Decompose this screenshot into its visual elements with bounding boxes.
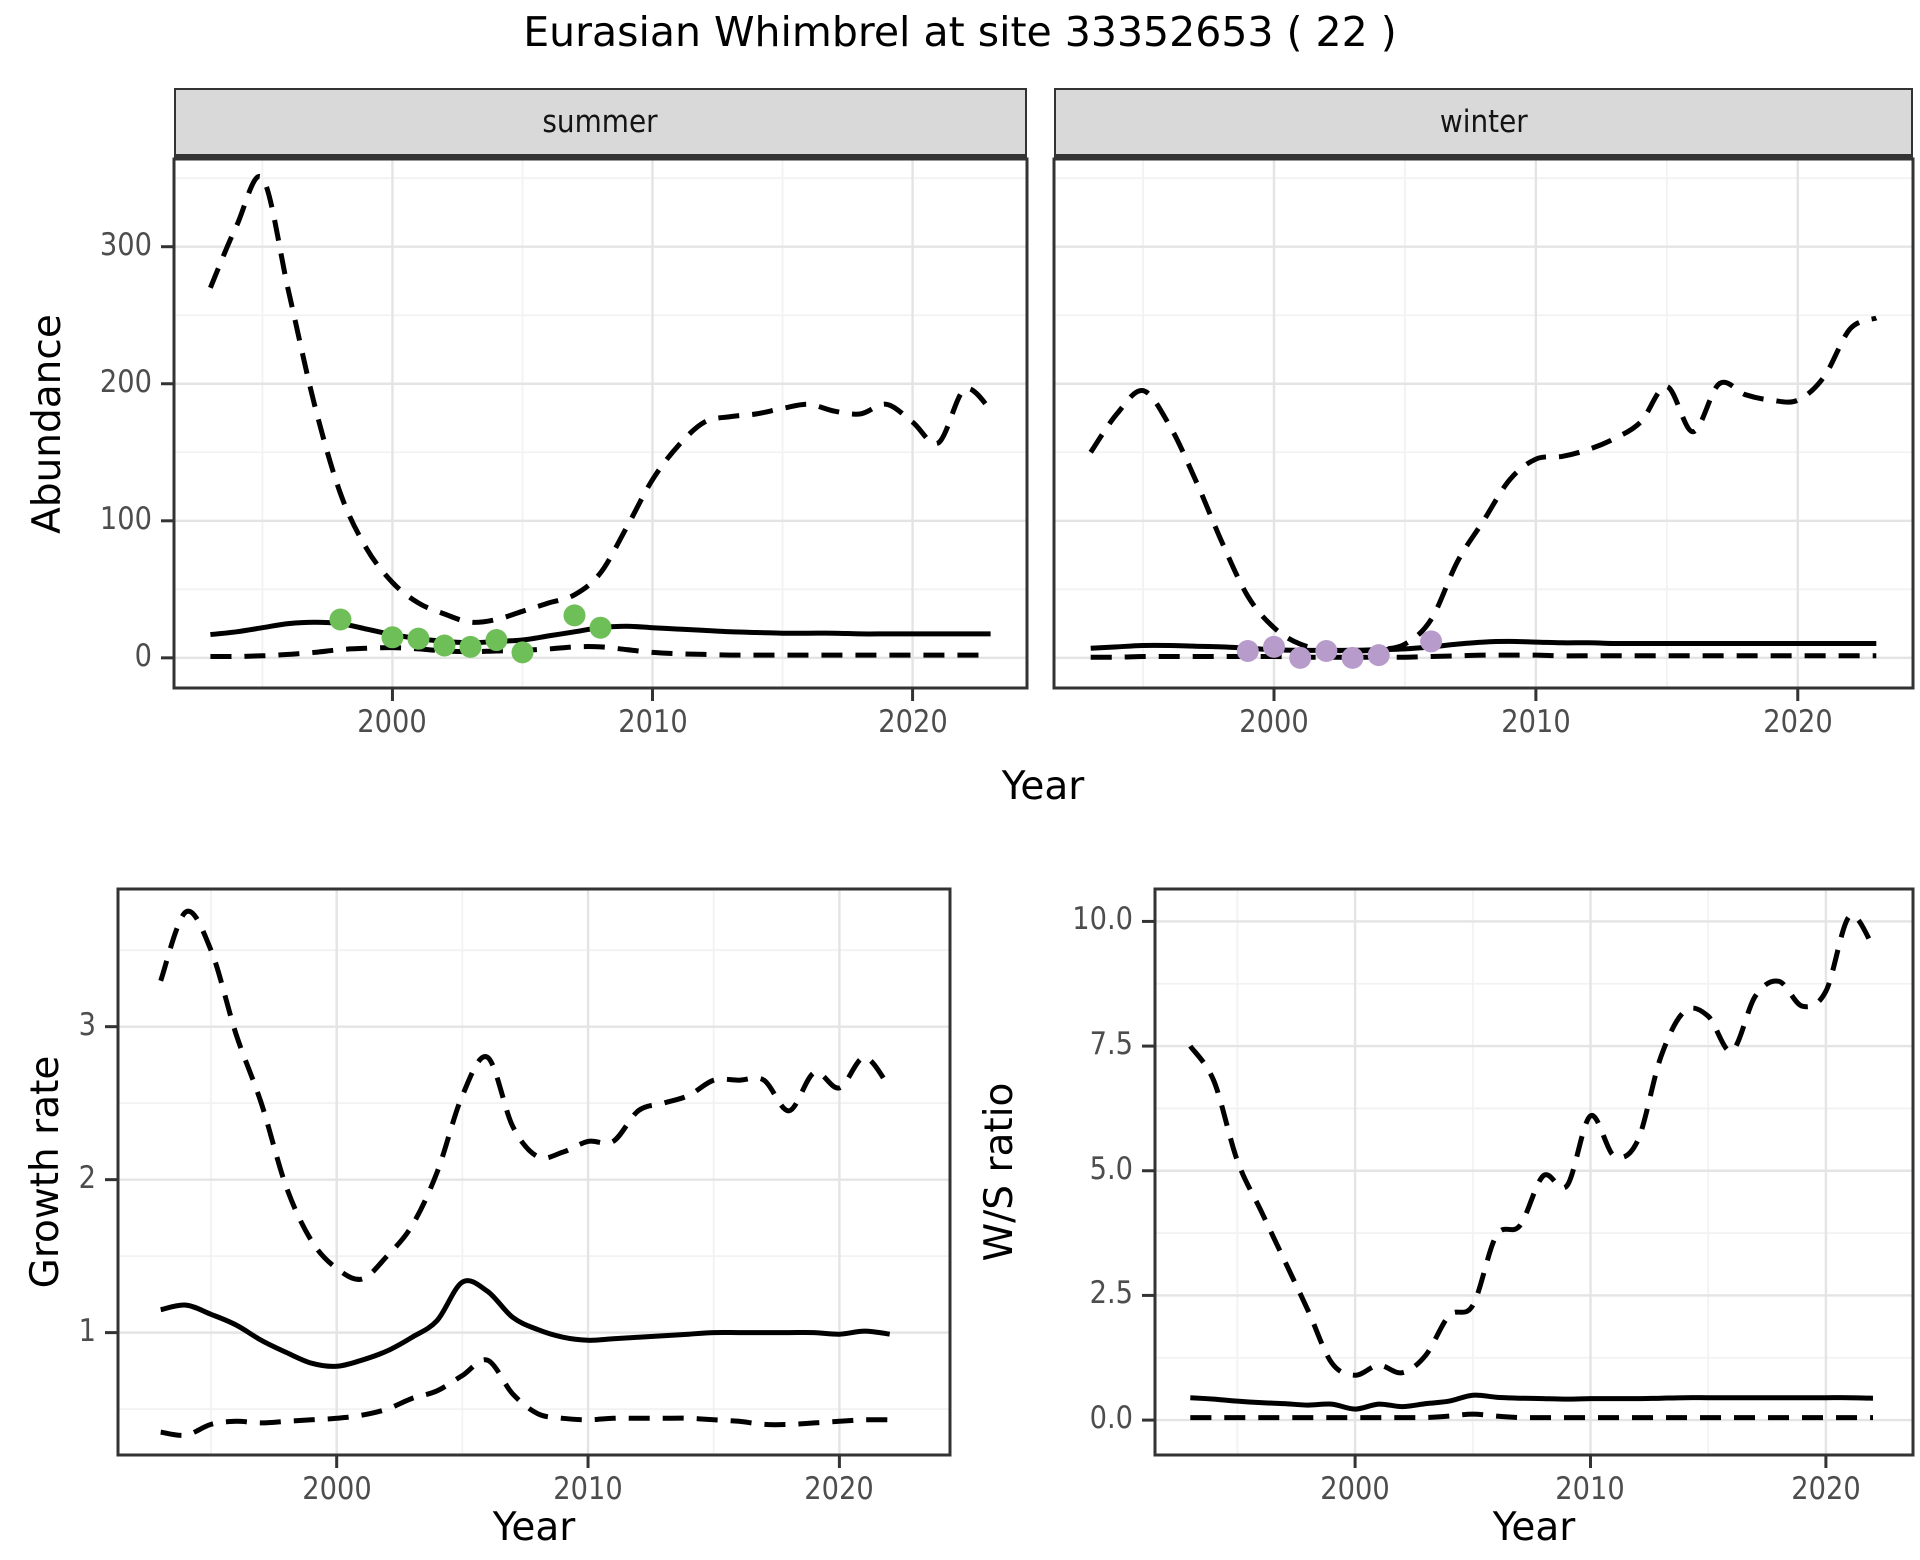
x-axis-title-growth-rate: Year [492, 1505, 576, 1550]
abundance-summer-lower_ci-line [210, 644, 991, 660]
ws-ratio-y-tick-label: 7.5 [1089, 1026, 1133, 1063]
growth-rate-lower_ci-line [160, 1357, 890, 1438]
y-axis-title-ws-ratio: W/S ratio [977, 1082, 1022, 1262]
growth-rate-upper_ci-line [158, 908, 892, 1282]
abundance-summer-y-tick-label: 300 [99, 226, 152, 263]
x-axis-title-ws-ratio: Year [1492, 1505, 1576, 1550]
abundance-winter-observed-winter-point [1367, 644, 1390, 667]
abundance-summer-observed-summer-point [459, 635, 482, 658]
abundance-summer-observed-summer-point [485, 629, 508, 652]
abundance-summer-observed-summer-point [589, 616, 612, 639]
abundance-summer-observed-summer-point [407, 627, 430, 650]
growth-rate-panel-border [116, 887, 952, 1457]
abundance-winter-observed-winter-point [1262, 635, 1285, 658]
facet-strip-winter-label: winter [1439, 104, 1528, 140]
abundance-summer-observed-summer-point [433, 634, 456, 657]
abundance-winter-observed-winter-point [1315, 639, 1338, 662]
facet-strip-summer: summer [174, 88, 1027, 159]
x-axis-title-top: Year [1001, 764, 1085, 809]
facet-strip-summer-label: summer [542, 104, 659, 140]
abundance-winter-lower_ci-line [1090, 652, 1877, 660]
figure-title: Eurasian Whimbrel at site 33352653 ( 22 … [523, 8, 1397, 56]
abundance-winter-observed-winter-point [1420, 630, 1443, 653]
abundance-winter-panel-border [1052, 157, 1915, 690]
ws-ratio-lower_ci-line [1190, 1411, 1873, 1421]
ws-ratio-panel-bg [1155, 889, 1913, 1455]
abundance-summer-x-tick-label: 2010 [617, 704, 688, 740]
abundance-summer-upper_ci-line [208, 173, 993, 625]
abundance-summer-x-tick-label: 2020 [877, 704, 948, 740]
abundance-summer-y-tick-label: 100 [99, 500, 152, 537]
abundance-winter-x-tick-label: 2000 [1239, 704, 1309, 740]
abundance-winter-mean-line [1090, 638, 1877, 653]
abundance-summer-panel-border [172, 157, 1029, 690]
abundance-winter-observed-winter-point [1289, 646, 1312, 669]
ws-ratio-x-tick-label: 2020 [1791, 1471, 1861, 1507]
ws-ratio-y-tick-label: 0.0 [1089, 1400, 1133, 1437]
growth-rate-y-tick-label: 3 [78, 1006, 96, 1043]
abundance-summer-x-tick-label: 2000 [357, 704, 428, 740]
facet-strip-winter: winter [1054, 88, 1913, 159]
abundance-summer-y-tick-label: 200 [99, 363, 152, 400]
ws-ratio-x-tick-label: 2010 [1555, 1471, 1626, 1507]
ws-ratio-y-tick-label: 10.0 [1072, 901, 1133, 938]
growth-rate-y-tick-label: 1 [78, 1312, 96, 1349]
ws-ratio-y-tick-label: 2.5 [1089, 1275, 1133, 1312]
abundance-summer-y-tick-label: 0 [134, 637, 152, 674]
growth-rate-panel-bg [118, 889, 950, 1455]
abundance-winter-observed-winter-point [1236, 639, 1259, 662]
ws-ratio-x-tick-label: 2000 [1320, 1471, 1390, 1507]
abundance-summer-observed-summer-point [381, 626, 404, 649]
abundance-winter-panel-bg [1054, 159, 1913, 688]
abundance-summer-observed-summer-point [329, 608, 352, 631]
growth-rate-x-tick-label: 2020 [804, 1471, 875, 1507]
ws-ratio-y-tick-label: 5.0 [1089, 1150, 1133, 1187]
growth-rate-x-tick-label: 2010 [553, 1471, 623, 1507]
growth-rate-mean-line [160, 1278, 891, 1369]
abundance-winter-x-tick-label: 2020 [1763, 704, 1833, 740]
abundance-summer-observed-summer-point [511, 641, 534, 664]
ws-ratio-mean-line [1190, 1392, 1874, 1412]
ws-ratio-upper_ci-line [1188, 912, 1876, 1378]
abundance-winter-upper_ci-line [1088, 315, 1878, 654]
abundance-summer-panel-bg [174, 159, 1027, 688]
growth-rate-y-tick-label: 2 [78, 1159, 96, 1196]
abundance-winter-observed-winter-point [1341, 646, 1364, 669]
growth-rate-x-tick-label: 2000 [301, 1471, 372, 1507]
abundance-summer-observed-summer-point [563, 604, 586, 627]
abundance-winter-x-tick-label: 2010 [1501, 704, 1571, 740]
